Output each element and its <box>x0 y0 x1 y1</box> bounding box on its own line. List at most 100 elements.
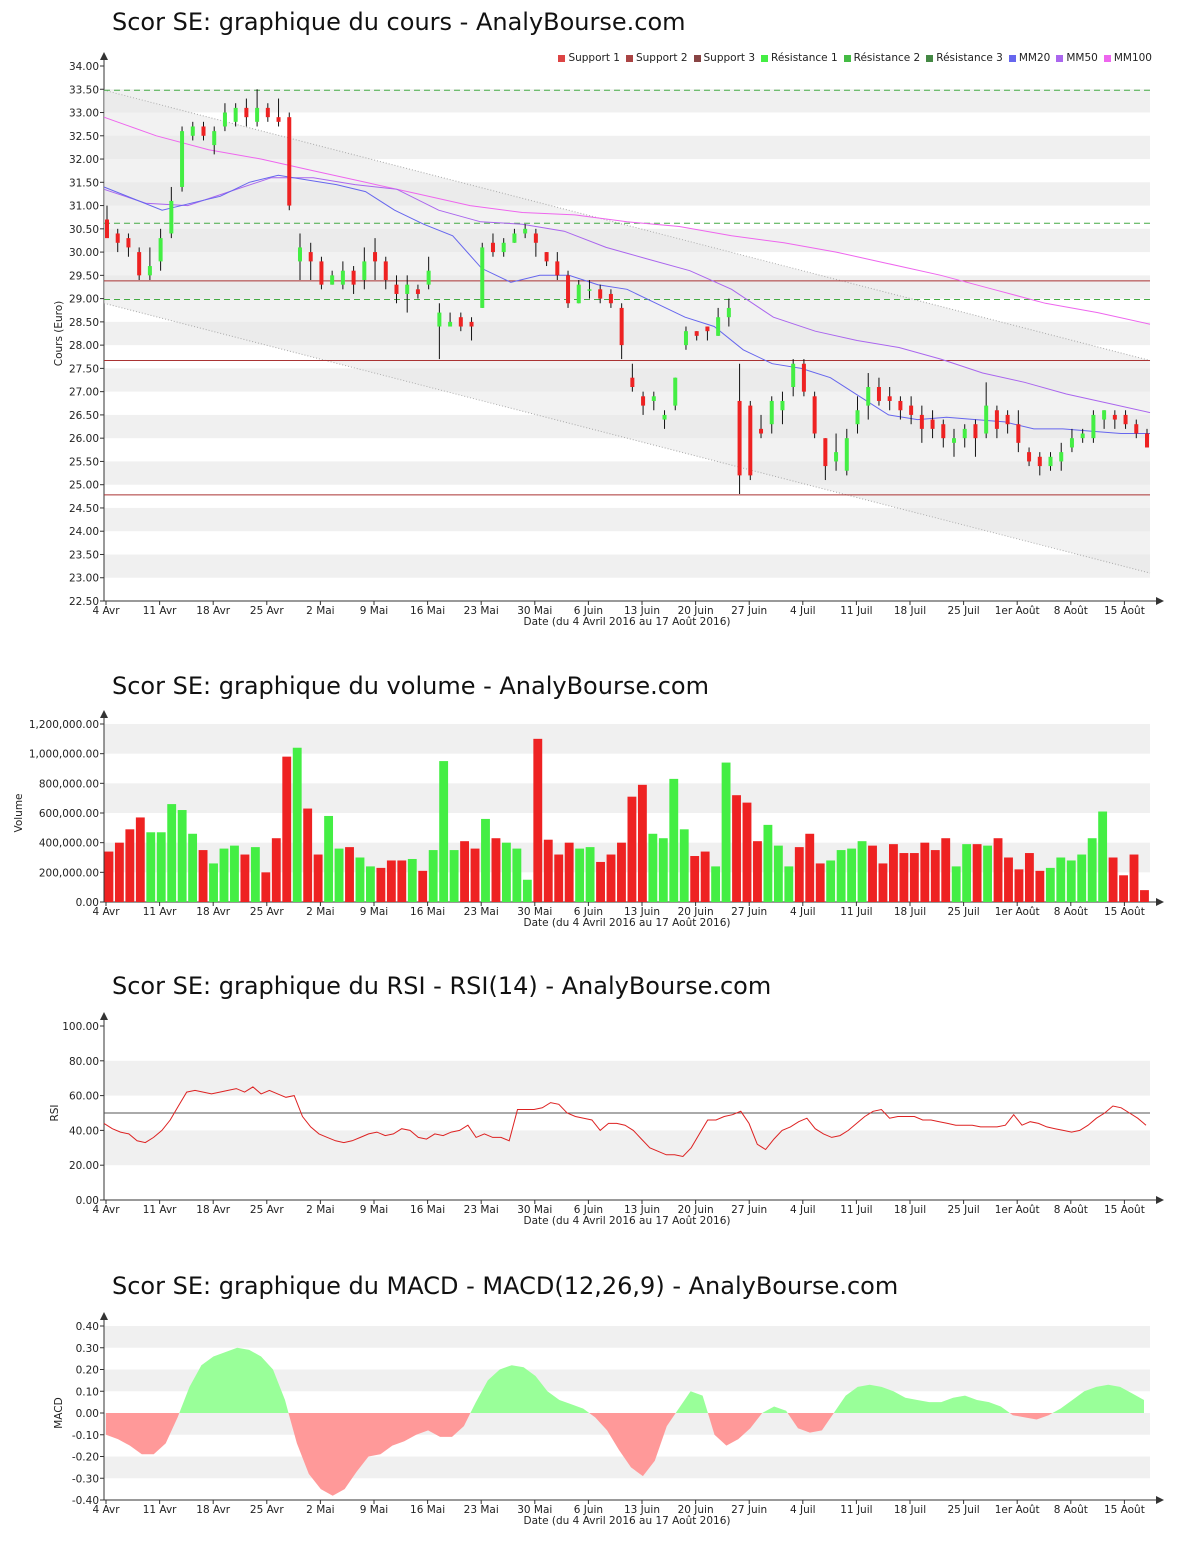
rsi-x-tick-label: 6 Juin <box>574 1204 603 1216</box>
macd-x-tick-label: 20 Juin <box>678 1504 714 1516</box>
volume-bar <box>533 738 543 902</box>
price-y-tick-label: 24.00 <box>69 526 99 538</box>
volume-x-tick-label: 11 Juil <box>840 906 872 918</box>
legend-swatch <box>625 54 633 62</box>
volume-bar <box>784 866 794 902</box>
candle-body <box>415 289 420 294</box>
candle-body <box>276 117 281 122</box>
volume-chart: 0.00 200,000.00 400,000.00 600,000.00 800,00… <box>13 710 1164 929</box>
volume-bar <box>648 833 658 902</box>
candle-body <box>1048 456 1053 467</box>
macd-y-tick-label: 0.30 <box>76 1343 99 1355</box>
macd-positive-area <box>470 1365 590 1413</box>
candle-body <box>1037 456 1042 467</box>
volume-bar <box>292 747 302 902</box>
volume-bar <box>261 872 271 902</box>
macd-y-tick-label: 0.20 <box>76 1365 99 1377</box>
price-grid-band <box>104 89 1150 113</box>
volume-bar <box>198 850 208 902</box>
candle-body <box>244 107 249 118</box>
volume-x-tick-label: 16 Mai <box>410 906 445 918</box>
legend-swatch <box>1103 54 1111 62</box>
candle-body <box>630 377 635 387</box>
legend-label: Support 1 <box>568 52 620 64</box>
price-grid-band <box>104 507 1150 532</box>
volume-y-tick-label: 0.00 <box>76 897 99 909</box>
candle-body <box>255 107 260 122</box>
candle-body <box>748 405 753 476</box>
candle-body <box>801 363 806 392</box>
volume-x-tick-label: 4 Avr <box>92 906 120 918</box>
volume-bar <box>230 845 239 902</box>
rsi-x-tick-label: 18 Avr <box>196 1204 230 1216</box>
volume-bar <box>617 842 626 902</box>
rsi-x-tick-label: 23 Mai <box>464 1204 499 1216</box>
candle-body <box>533 233 538 243</box>
volume-bar <box>773 845 783 902</box>
volume-bar <box>721 762 731 902</box>
price-x-tick-label: 13 Juin <box>624 605 660 617</box>
rsi-x-axis-label: Date (du 4 Avril 2016 au 17 Août 2016) <box>523 1215 730 1227</box>
volume-bar <box>1035 870 1045 902</box>
volume-bar <box>993 838 1003 902</box>
candle-body <box>1091 414 1096 439</box>
candle-body <box>555 261 560 276</box>
volume-bar <box>1140 890 1149 902</box>
volume-bar <box>564 842 574 902</box>
volume-bar <box>481 818 490 902</box>
volume-bar <box>658 838 668 902</box>
macd-y-tick-label: 0.10 <box>76 1386 99 1398</box>
candle-body <box>137 252 142 276</box>
price-x-tick-label: 27 Juin <box>731 605 767 617</box>
macd-positive-area <box>833 1384 1010 1413</box>
macd-x-tick-label: 16 Mai <box>410 1504 445 1516</box>
volume-y-tick-label: 800,000.00 <box>39 778 99 790</box>
candle-body <box>458 317 463 327</box>
candle-body <box>501 242 506 253</box>
macd-x-tick-label: 4 Juil <box>790 1504 816 1516</box>
price-y-tick-label: 32.00 <box>69 154 99 166</box>
volume-y-tick-label: 1,200,000.00 <box>29 719 99 731</box>
volume-bar <box>491 838 501 902</box>
rsi-x-tick-label: 4 Avr <box>92 1204 120 1216</box>
volume-bar <box>1098 811 1108 902</box>
price-x-tick-label: 18 Avr <box>196 605 230 617</box>
candle-body <box>866 387 871 406</box>
price-x-tick-label: 30 Mai <box>517 605 552 617</box>
volume-bar <box>386 860 396 902</box>
macd-positive-area <box>675 1391 708 1413</box>
legend-label: Résistance 1 <box>771 52 838 64</box>
candle-body <box>1005 414 1010 425</box>
price-x-axis-label: Date (du 4 Avril 2016 au 17 Août 2016) <box>523 616 730 628</box>
price-x-tick-label: 15 Août <box>1104 605 1145 617</box>
volume-bar <box>114 842 124 902</box>
volume-bar <box>596 861 605 902</box>
legend-swatch <box>1056 54 1064 62</box>
candle-body <box>619 307 624 346</box>
price-chart-title: Scor SE: graphique du cours - AnalyBours… <box>112 8 686 36</box>
price-x-tick-label: 9 Mai <box>360 605 388 617</box>
candle-body <box>308 252 313 262</box>
macd-chart: -0.40 -0.30 -0.20 -0.10 0.00 0.10 0.20 0.30 0.40… <box>53 1312 1164 1527</box>
candle-body <box>909 405 914 415</box>
volume-x-tick-label: 18 Avr <box>196 906 230 918</box>
candle-body <box>587 289 592 291</box>
volume-bar <box>690 856 700 902</box>
candle-body <box>265 107 270 118</box>
volume-bar <box>1014 869 1024 902</box>
rsi-x-tick-label: 11 Juil <box>840 1204 872 1216</box>
rsi-y-tick-label: 40.00 <box>69 1125 99 1137</box>
macd-x-tick-label: 11 Avr <box>143 1504 177 1516</box>
volume-bar <box>815 863 825 902</box>
rsi-y-axis-arrow <box>100 1012 108 1020</box>
legend-swatch <box>558 54 566 62</box>
macd-grid-band <box>104 1326 1150 1348</box>
macd-negative-area <box>1009 1413 1053 1420</box>
rsi-y-tick-label: 60.00 <box>69 1091 99 1103</box>
candle-body <box>115 233 120 243</box>
price-grid-band <box>104 135 1150 160</box>
rsi-x-tick-label: 4 Juil <box>790 1204 816 1216</box>
volume-bar <box>909 853 919 902</box>
volume-bar <box>1119 875 1128 902</box>
volume-bar <box>209 863 218 902</box>
